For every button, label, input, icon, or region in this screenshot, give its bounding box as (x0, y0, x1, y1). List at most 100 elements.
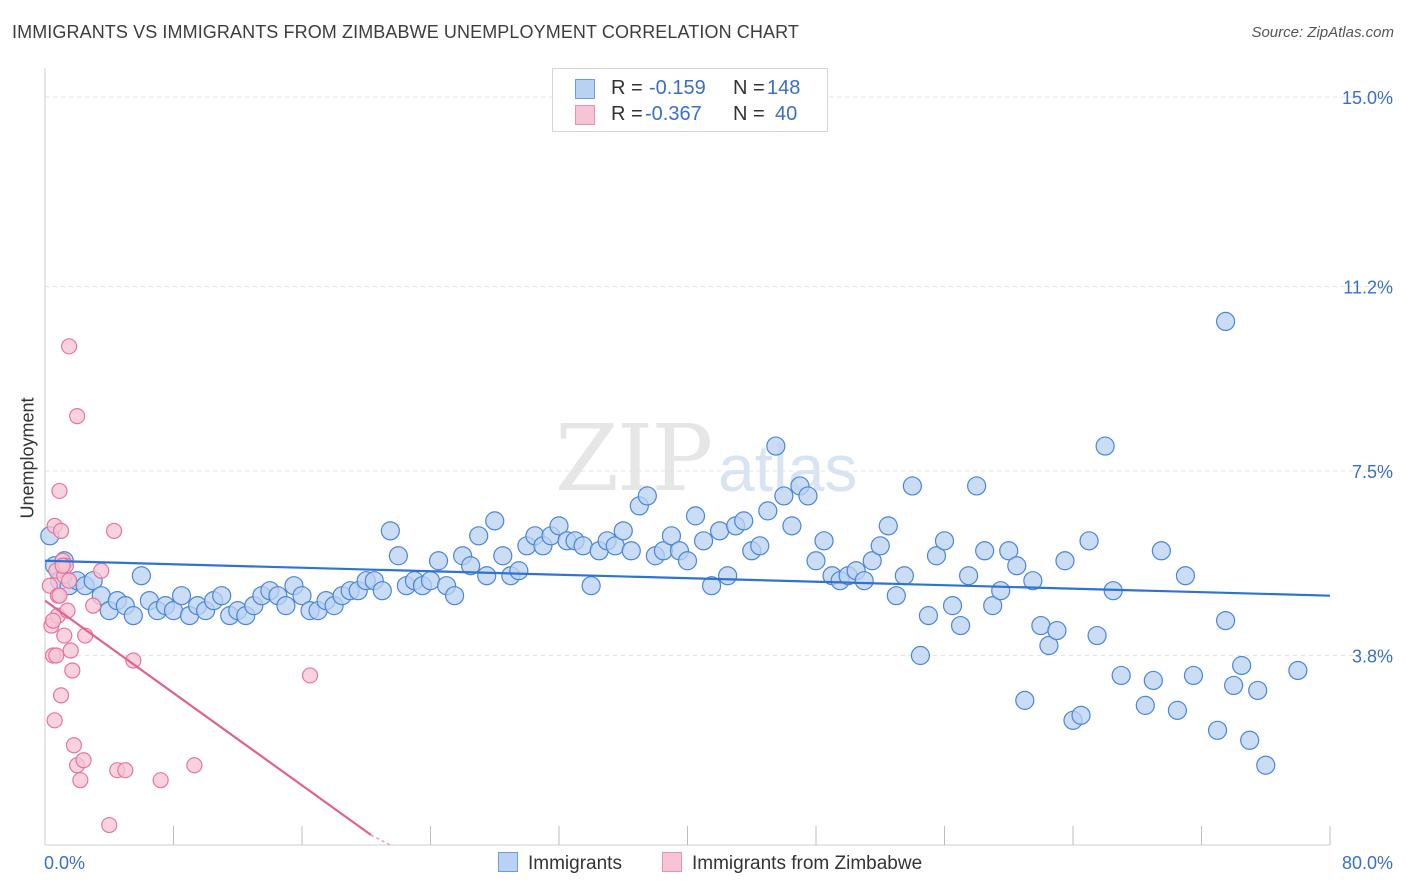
legend-swatch-immigrants (575, 79, 595, 99)
immigrants-point (758, 501, 778, 521)
legend-r-value: -0.367 (645, 103, 702, 125)
zimbabwe-trendline (44, 599, 372, 836)
immigrants-point (444, 586, 465, 606)
legend-r-label: R = (611, 103, 643, 125)
immigrants-point (1288, 660, 1308, 681)
immigrants-point (1224, 675, 1244, 696)
immigrants-point (806, 551, 826, 571)
immigrants-point (292, 586, 312, 606)
immigrants-point (718, 566, 738, 586)
immigrants-point (975, 541, 995, 561)
legend-swatch-zimbabwe (575, 105, 595, 125)
immigrants-point (1047, 620, 1067, 641)
immigrants-point (1240, 730, 1260, 750)
immigrants-point (549, 516, 569, 536)
immigrants-point (469, 526, 489, 546)
immigrants-point (782, 516, 802, 536)
zimbabwe-point (72, 772, 89, 789)
immigrants-point (1167, 700, 1188, 720)
immigrants-point (918, 606, 939, 626)
immigrants-point (388, 546, 408, 566)
immigrants-point (1183, 665, 1204, 686)
immigrants-point (902, 476, 922, 496)
immigrants-point (372, 581, 392, 601)
zimbabwe-point (48, 647, 65, 664)
immigrants-point (380, 521, 400, 541)
immigrants-point (862, 551, 882, 571)
immigrants-point (958, 566, 979, 586)
correlation-legend: R = -0.159 N = 148 R = -0.367 N = 40 (552, 68, 828, 132)
immigrants-point (1232, 655, 1252, 676)
immigrants-point (581, 576, 601, 596)
immigrants-point (1071, 705, 1091, 725)
immigrants-point (171, 586, 192, 606)
immigrants-point (661, 526, 682, 546)
legend-n-value: 148 (767, 77, 801, 99)
immigrants-point (1079, 531, 1099, 551)
immigrants-point (734, 511, 754, 531)
immigrants-point (1031, 615, 1051, 636)
zimbabwe-point (46, 712, 63, 729)
immigrants-point (870, 536, 890, 556)
zimbabwe-point (186, 757, 203, 774)
immigrants-point (798, 486, 818, 506)
immigrants-point (1039, 635, 1059, 656)
immigrants-point (983, 596, 1003, 616)
zimbabwe-point (69, 408, 86, 425)
immigrants-point (685, 506, 706, 526)
zimbabwe-point (44, 612, 62, 629)
immigrants-point (477, 566, 497, 586)
immigrants-point (1007, 556, 1027, 576)
bottom-swatch-zimbabwe (662, 852, 682, 872)
bottom-legend-immigrants: Immigrants (498, 852, 622, 875)
zimbabwe-point (52, 687, 70, 704)
x-tick-label: 80.0% (1342, 853, 1393, 873)
bottom-legend-zimbabwe: Immigrants from Zimbabwe (662, 852, 922, 875)
immigrants-point (276, 596, 296, 616)
immigrants-point (637, 486, 657, 506)
immigrants-point (677, 551, 698, 571)
immigrants-point (910, 645, 931, 666)
immigrants-point (886, 586, 906, 606)
zimbabwe-point (85, 597, 102, 614)
immigrants-point (1135, 695, 1155, 715)
zimbabwe-point (125, 652, 142, 669)
y-tick-label: 7.5% (1352, 462, 1393, 482)
immigrants-point (1215, 311, 1236, 331)
immigrants-point (999, 541, 1019, 561)
zimbabwe-point (152, 772, 169, 789)
legend-r-value: -0.159 (649, 77, 706, 99)
immigrants-point (950, 615, 971, 636)
zimbabwe-point (51, 587, 68, 604)
zimbabwe-point (101, 816, 118, 834)
zimbabwe-point (56, 627, 73, 644)
immigrants-point (493, 546, 513, 566)
immigrants-point (774, 486, 794, 506)
legend-r-label: R = (611, 77, 643, 99)
immigrants-point (693, 531, 714, 551)
zimbabwe-point (65, 737, 83, 754)
immigrants-point (1015, 690, 1035, 710)
immigrants-point (878, 516, 898, 536)
chart-title: IMMIGRANTS VS IMMIGRANTS FROM ZIMBABWE U… (12, 22, 799, 42)
zimbabwe-point (51, 482, 68, 500)
immigrants-point (613, 521, 633, 541)
immigrants-point (1095, 436, 1115, 456)
immigrants-point (814, 531, 834, 551)
immigrants-point (1207, 720, 1228, 740)
legend-n-value: 40 (775, 103, 798, 125)
immigrants-point (710, 521, 730, 541)
zimbabwe-point (60, 338, 78, 355)
immigrants-point (131, 566, 151, 586)
x-tick-label: 0.0% (44, 853, 85, 873)
legend-n-label: N = (733, 77, 765, 99)
immigrants-point (1023, 571, 1043, 591)
immigrants-point (1151, 541, 1171, 561)
bottom-legend-label: Immigrants from Zimbabwe (692, 853, 923, 874)
immigrants-point (1256, 755, 1276, 775)
legend-n-label: N = (733, 103, 765, 125)
immigrants-point (894, 566, 914, 586)
immigrants-point (420, 571, 441, 591)
immigrants-point (926, 546, 947, 566)
